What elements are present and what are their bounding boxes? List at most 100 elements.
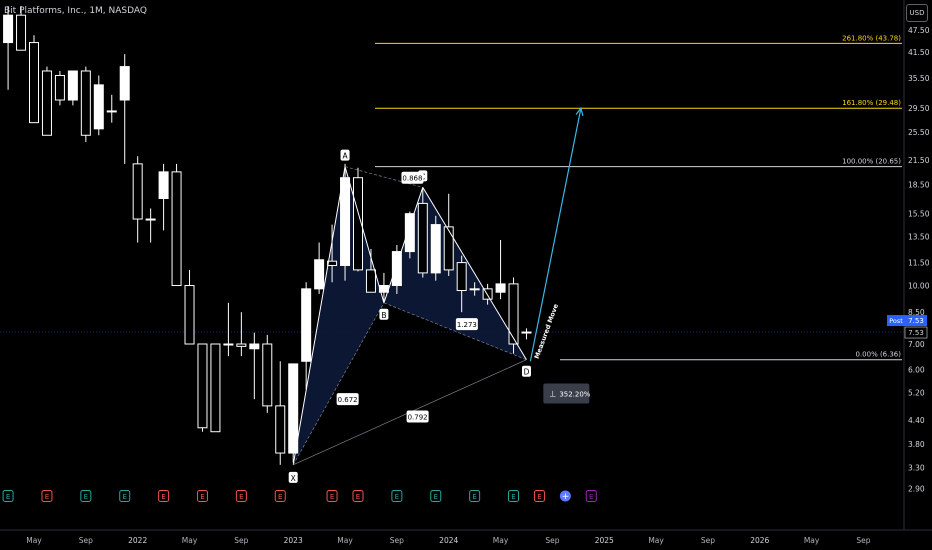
pattern-point-label: D [524, 368, 530, 377]
x-tick-label: 2024 [439, 536, 458, 545]
candle-up [223, 343, 234, 346]
x-tick-label: May [804, 536, 820, 545]
currency-button[interactable]: USD [906, 4, 928, 22]
post-tag [887, 315, 905, 327]
earnings-marker [158, 490, 170, 502]
earnings-marker [119, 490, 131, 502]
candle-down [353, 177, 363, 271]
y-tick-label: 35.50 [908, 74, 930, 83]
earnings-marker [352, 490, 364, 502]
earnings-marker-label: E [123, 493, 127, 501]
earnings-marker [80, 490, 92, 502]
candle-down [365, 269, 376, 293]
post-price-label: 7.53 [908, 317, 924, 325]
earnings-marker-label: E [200, 493, 204, 501]
candle-up [391, 251, 402, 287]
pattern-diagonal [383, 302, 527, 361]
x-tick-label: 2022 [128, 536, 147, 545]
y-tick-label: 29.50 [908, 104, 930, 113]
candle-up [430, 224, 441, 274]
candle-down [210, 343, 221, 433]
pattern-point-badge [379, 308, 389, 320]
earnings-marker-label: E [434, 493, 438, 501]
fib-level-label: 0.00% (6.36) [855, 351, 901, 359]
ratio-badge [401, 171, 424, 184]
earnings-marker [533, 490, 545, 502]
y-tick-label: 15.50 [908, 210, 930, 219]
ratio-badge [336, 393, 359, 406]
candle-up [106, 110, 117, 113]
ratio-badge [406, 410, 429, 423]
y-tick-label: 10.00 [908, 282, 930, 291]
earnings-marker-label: E [84, 493, 88, 501]
measured-move-arrow [529, 108, 582, 362]
earnings-marker [326, 490, 338, 502]
y-tick-label: 21.50 [908, 156, 930, 165]
earnings-marker [2, 490, 14, 502]
pattern-point-label: X [291, 474, 296, 483]
candle-up [288, 363, 299, 454]
candle-down [132, 163, 143, 220]
candle-up [340, 177, 351, 266]
pattern-diagonal [292, 302, 385, 466]
y-tick-label: 3.80 [908, 440, 925, 449]
y-tick-label: 47.50 [908, 26, 930, 35]
x-tick-label: 2026 [750, 536, 769, 545]
earnings-marker-label: E [6, 493, 10, 501]
pattern-leg [292, 166, 346, 465]
candle-down [482, 288, 493, 300]
candle-down [262, 343, 273, 407]
fib-level-label: 261.80% (43.78) [842, 34, 901, 42]
candle-up [404, 213, 415, 253]
add-event-plus: + [562, 492, 570, 502]
candle-up [158, 171, 169, 200]
x-tick-label: Sep [79, 536, 93, 545]
candle-down [41, 70, 52, 136]
ratio-label: 0.672 [338, 396, 358, 404]
candle-down [171, 171, 182, 287]
earnings-marker-label: E [511, 493, 515, 501]
earnings-marker-label: E [278, 493, 282, 501]
earnings-marker [508, 490, 520, 502]
y-tick-label: 18.50 [908, 181, 930, 190]
measure-percent: 352.20% [559, 391, 590, 399]
candle-up [521, 331, 532, 334]
x-tick-label: Sep [390, 536, 404, 545]
y-tick-label: 25.50 [908, 128, 930, 137]
y-tick-label: 5.20 [908, 389, 925, 398]
candle-up [3, 14, 14, 44]
x-tick-label: May [182, 536, 198, 545]
pattern-leg [383, 187, 424, 303]
ratio-label: 0.868 [402, 175, 422, 183]
earnings-marker-label: E [330, 493, 334, 501]
candle-up [119, 66, 130, 101]
x-tick-label: Sep [701, 536, 715, 545]
post-price-tag [905, 315, 927, 327]
candle-up [145, 218, 156, 221]
x-tick-label: May [493, 536, 509, 545]
chart-title: Bit Platforms, Inc., 1M, NASDAQ [4, 6, 147, 16]
candle-down [236, 343, 247, 347]
earnings-marker [41, 490, 53, 502]
x-tick-label: Sep [545, 536, 559, 545]
candle-down [16, 14, 27, 51]
earnings-marker-label: E [589, 493, 593, 501]
fib-level-label: 100.00% (20.65) [842, 158, 901, 166]
earnings-marker-label: E [356, 493, 360, 501]
post-tag-label: Post [889, 317, 903, 325]
earnings-marker-label: E [239, 493, 243, 501]
pattern-leg [422, 187, 527, 360]
ratio-label: 0.792 [408, 413, 428, 421]
candle-up [495, 283, 506, 293]
x-tick-label: May [26, 536, 42, 545]
y-tick-label: 13.50 [908, 232, 930, 241]
candle-up [301, 288, 312, 362]
earnings-marker [469, 490, 481, 502]
earnings-marker [196, 490, 208, 502]
x-tick-label: Sep [856, 536, 870, 545]
last-price-label: 7.53 [908, 329, 924, 337]
earnings-marker [391, 490, 403, 502]
pattern-point-badge [288, 471, 298, 483]
measured-move-arrowhead [575, 106, 584, 117]
